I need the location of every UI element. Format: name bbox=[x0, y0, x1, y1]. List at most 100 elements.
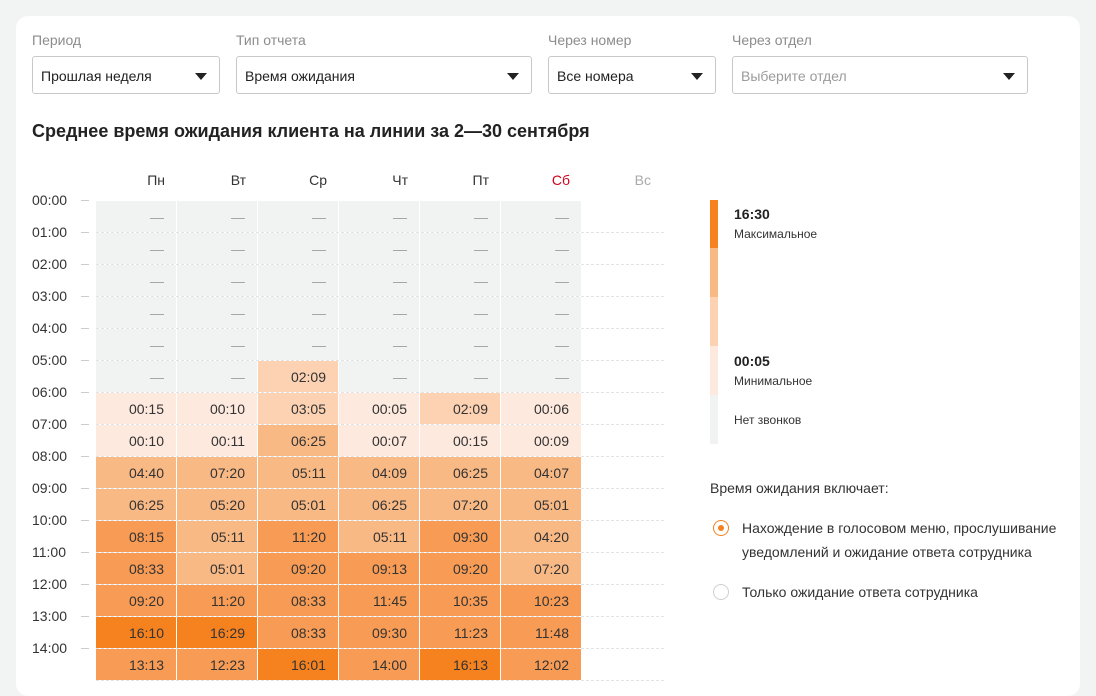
hour-label: 06:00 bbox=[32, 384, 68, 400]
hour-tick bbox=[81, 392, 89, 393]
heatmap-cell: — bbox=[96, 361, 176, 392]
heatmap-cell: 04:40 bbox=[96, 457, 176, 488]
legend-level-high bbox=[710, 248, 718, 297]
heatmap-cell: — bbox=[258, 233, 338, 264]
heatmap-cell: 05:11 bbox=[258, 457, 338, 488]
hour-gridline bbox=[96, 360, 664, 361]
via-department-select[interactable]: Выберите отдел bbox=[732, 56, 1028, 94]
heatmap-cell: 00:05 bbox=[339, 393, 419, 424]
hour-gridline bbox=[96, 680, 664, 681]
radio-wait-only-label[interactable]: Только ожидание ответа сотрудника bbox=[742, 584, 978, 600]
heatmap-cell: 00:15 bbox=[96, 393, 176, 424]
heatmap-cell: 00:09 bbox=[501, 425, 581, 456]
heatmap-cell: — bbox=[339, 329, 419, 360]
heatmap-cell: 08:15 bbox=[96, 521, 176, 552]
hour-gridline bbox=[96, 520, 664, 521]
legend-max-value: 16:30 bbox=[734, 206, 770, 222]
hour-label: 11:00 bbox=[32, 544, 66, 560]
heatmap-cell: 02:09 bbox=[420, 393, 500, 424]
day-header: Ср bbox=[309, 172, 327, 188]
heatmap-cell: — bbox=[177, 265, 257, 296]
heatmap-cell: 16:10 bbox=[96, 617, 176, 648]
hour-tick bbox=[81, 328, 89, 329]
hour-tick bbox=[81, 520, 89, 521]
heatmap-cell: 00:10 bbox=[96, 425, 176, 456]
heatmap-cell: 08:33 bbox=[258, 617, 338, 648]
day-header: Вс bbox=[634, 172, 651, 188]
heatmap-cell: 09:30 bbox=[339, 617, 419, 648]
heatmap-cell: — bbox=[258, 297, 338, 328]
heatmap-cell: 16:01 bbox=[258, 649, 338, 680]
heatmap-cell: — bbox=[420, 233, 500, 264]
heatmap-cell: 04:07 bbox=[501, 457, 581, 488]
hour-gridline bbox=[96, 456, 664, 457]
chevron-down-icon bbox=[1003, 73, 1015, 80]
legend-min-label: Минимальное bbox=[734, 374, 813, 388]
heatmap-cell: — bbox=[96, 233, 176, 264]
report-type-select[interactable]: Время ожидания bbox=[236, 56, 532, 94]
legend-max-label: Максимальное bbox=[734, 227, 818, 241]
heatmap-cell: 05:11 bbox=[339, 521, 419, 552]
report-title: Среднее время ожидания клиента на линии … bbox=[32, 121, 590, 141]
hour-label: 09:00 bbox=[32, 480, 68, 496]
heatmap-cell: 07:20 bbox=[501, 553, 581, 584]
heatmap-cell: — bbox=[501, 265, 581, 296]
heatmap-cell: 06:25 bbox=[258, 425, 338, 456]
via-number-label: Через номер bbox=[548, 32, 632, 48]
hour-tick bbox=[81, 264, 89, 265]
hour-tick bbox=[81, 424, 89, 425]
heatmap-cell: — bbox=[339, 361, 419, 392]
heatmap-cell: 00:11 bbox=[177, 425, 257, 456]
heatmap-cell: 11:23 bbox=[420, 617, 500, 648]
radio-ivr-and-wait[interactable] bbox=[713, 520, 729, 536]
heatmap-cell: — bbox=[177, 201, 257, 232]
period-select[interactable]: Прошлая неделя bbox=[32, 56, 220, 94]
chevron-down-icon bbox=[691, 73, 703, 80]
hour-gridline bbox=[96, 264, 664, 265]
heatmap-cell: 14:00 bbox=[339, 649, 419, 680]
hour-tick bbox=[81, 360, 89, 361]
legend-level-max bbox=[710, 200, 718, 248]
hour-gridline bbox=[96, 424, 664, 425]
hour-gridline bbox=[96, 616, 664, 617]
heatmap-cell: — bbox=[420, 329, 500, 360]
heatmap-cell: 11:45 bbox=[339, 585, 419, 616]
heatmap-cell: 10:23 bbox=[501, 585, 581, 616]
period-label: Период bbox=[32, 32, 82, 48]
hour-label: 04:00 bbox=[32, 320, 68, 336]
hour-tick bbox=[81, 584, 89, 585]
radio-ivr-and-wait-label[interactable]: Нахождение в голосовом меню, прослушиван… bbox=[742, 520, 1057, 560]
hour-label: 10:00 bbox=[32, 512, 68, 528]
heatmap-cell: 09:30 bbox=[420, 521, 500, 552]
heatmap-cell: — bbox=[501, 233, 581, 264]
heatmap-cell: — bbox=[339, 265, 419, 296]
heatmap-cell: 11:20 bbox=[258, 521, 338, 552]
heatmap-cell: — bbox=[177, 233, 257, 264]
day-header: Пн bbox=[147, 172, 165, 188]
via-department-placeholder: Выберите отдел bbox=[741, 68, 847, 84]
heatmap-cell: — bbox=[501, 201, 581, 232]
heatmap-cell: 05:01 bbox=[258, 489, 338, 520]
heatmap-cell: 07:20 bbox=[177, 457, 257, 488]
heatmap-cell: — bbox=[258, 329, 338, 360]
hour-gridline bbox=[96, 328, 664, 329]
heatmap-cell: 12:23 bbox=[177, 649, 257, 680]
hour-label: 07:00 bbox=[32, 416, 68, 432]
heatmap-cell: — bbox=[420, 297, 500, 328]
day-header: Сб bbox=[551, 172, 570, 188]
hour-label: 03:00 bbox=[32, 288, 68, 304]
legend-level-min bbox=[710, 346, 718, 395]
heatmap-cell: 06:25 bbox=[339, 489, 419, 520]
heatmap-cell: 08:33 bbox=[258, 585, 338, 616]
report-type-label: Тип отчета bbox=[236, 32, 306, 48]
hour-tick bbox=[81, 616, 89, 617]
hour-label: 05:00 bbox=[32, 352, 68, 368]
via-number-select[interactable]: Все номера bbox=[548, 56, 716, 94]
heatmap-cell: 09:13 bbox=[339, 553, 419, 584]
radio-wait-only[interactable] bbox=[713, 584, 729, 600]
legend-min-value: 00:05 bbox=[734, 353, 770, 369]
hour-gridline bbox=[96, 584, 664, 585]
heatmap-cell: — bbox=[339, 233, 419, 264]
heatmap-cell: 06:25 bbox=[96, 489, 176, 520]
heatmap-cell: 07:20 bbox=[420, 489, 500, 520]
